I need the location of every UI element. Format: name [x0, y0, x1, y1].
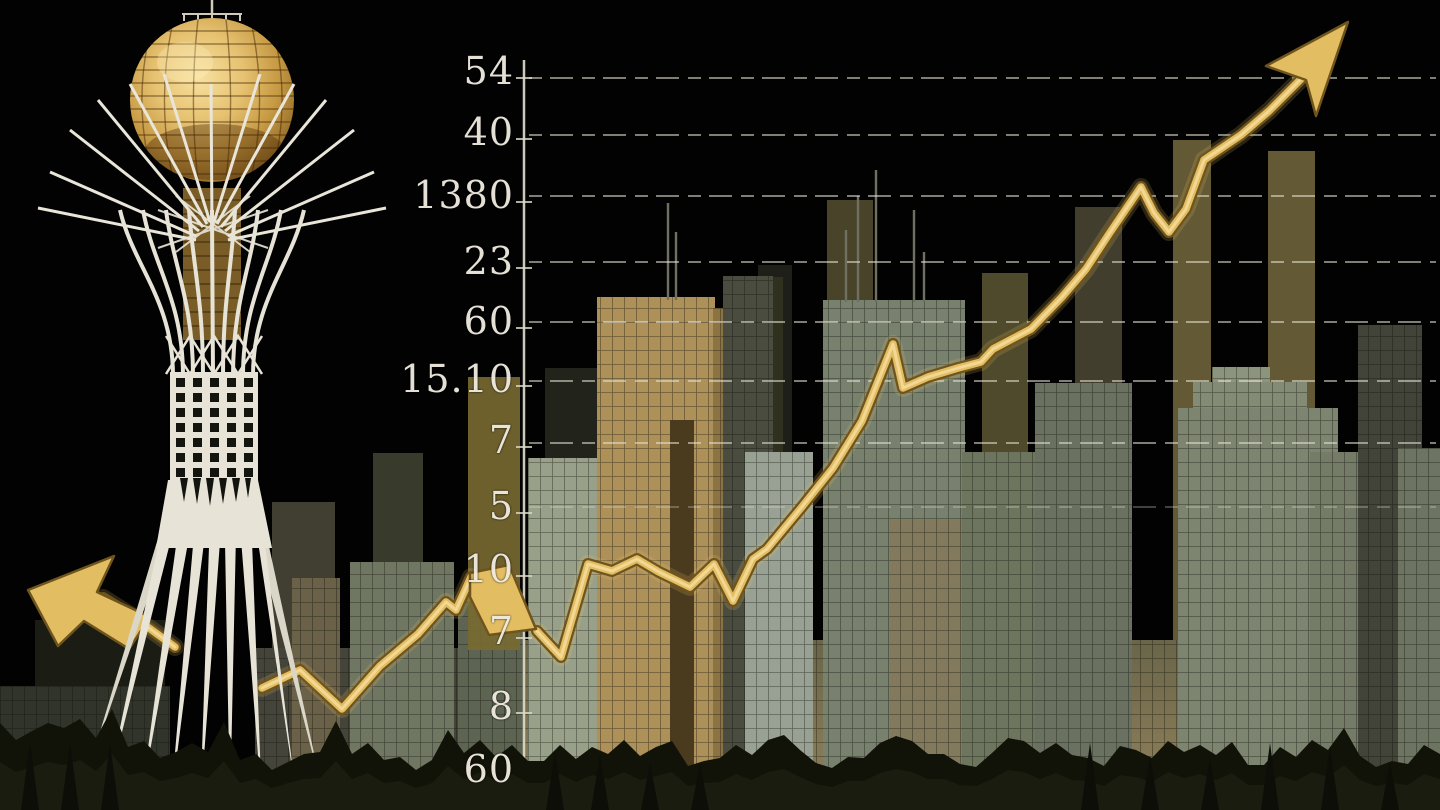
conifer-tree — [546, 752, 564, 810]
bayterek-tower — [37, 0, 387, 810]
trend-line — [260, 575, 491, 711]
conifer-tree — [691, 764, 709, 810]
conifer-tree — [591, 754, 609, 810]
conifer-tree — [1321, 746, 1339, 810]
building-windows — [597, 297, 715, 810]
basket-holes — [176, 378, 253, 477]
conifer-tree — [1261, 743, 1279, 810]
conifer-tree — [1201, 758, 1219, 810]
building-windows — [1398, 448, 1440, 810]
crown-spikes — [37, 73, 387, 242]
trend-line-group — [26, 20, 1350, 718]
conifer-tree — [1081, 743, 1099, 810]
trend-line — [535, 56, 1324, 659]
building-windows — [1035, 383, 1132, 810]
sphere-highlight — [157, 42, 213, 82]
leg-notches — [180, 478, 251, 506]
tower-legs — [88, 480, 322, 810]
conifer-tree — [61, 743, 79, 810]
gridlines — [529, 77, 1436, 508]
conifer-tree — [1381, 763, 1399, 810]
conifer-tree — [21, 742, 39, 810]
conifer-tree — [1141, 756, 1159, 810]
treeline-front — [0, 754, 1440, 810]
top-right-arrowhead — [1264, 20, 1350, 118]
treeline — [0, 709, 1440, 810]
conifer-tree — [101, 744, 119, 810]
conifer-tree — [641, 763, 659, 810]
left-arrowhead — [26, 554, 152, 651]
mid-arrowhead — [468, 563, 538, 637]
